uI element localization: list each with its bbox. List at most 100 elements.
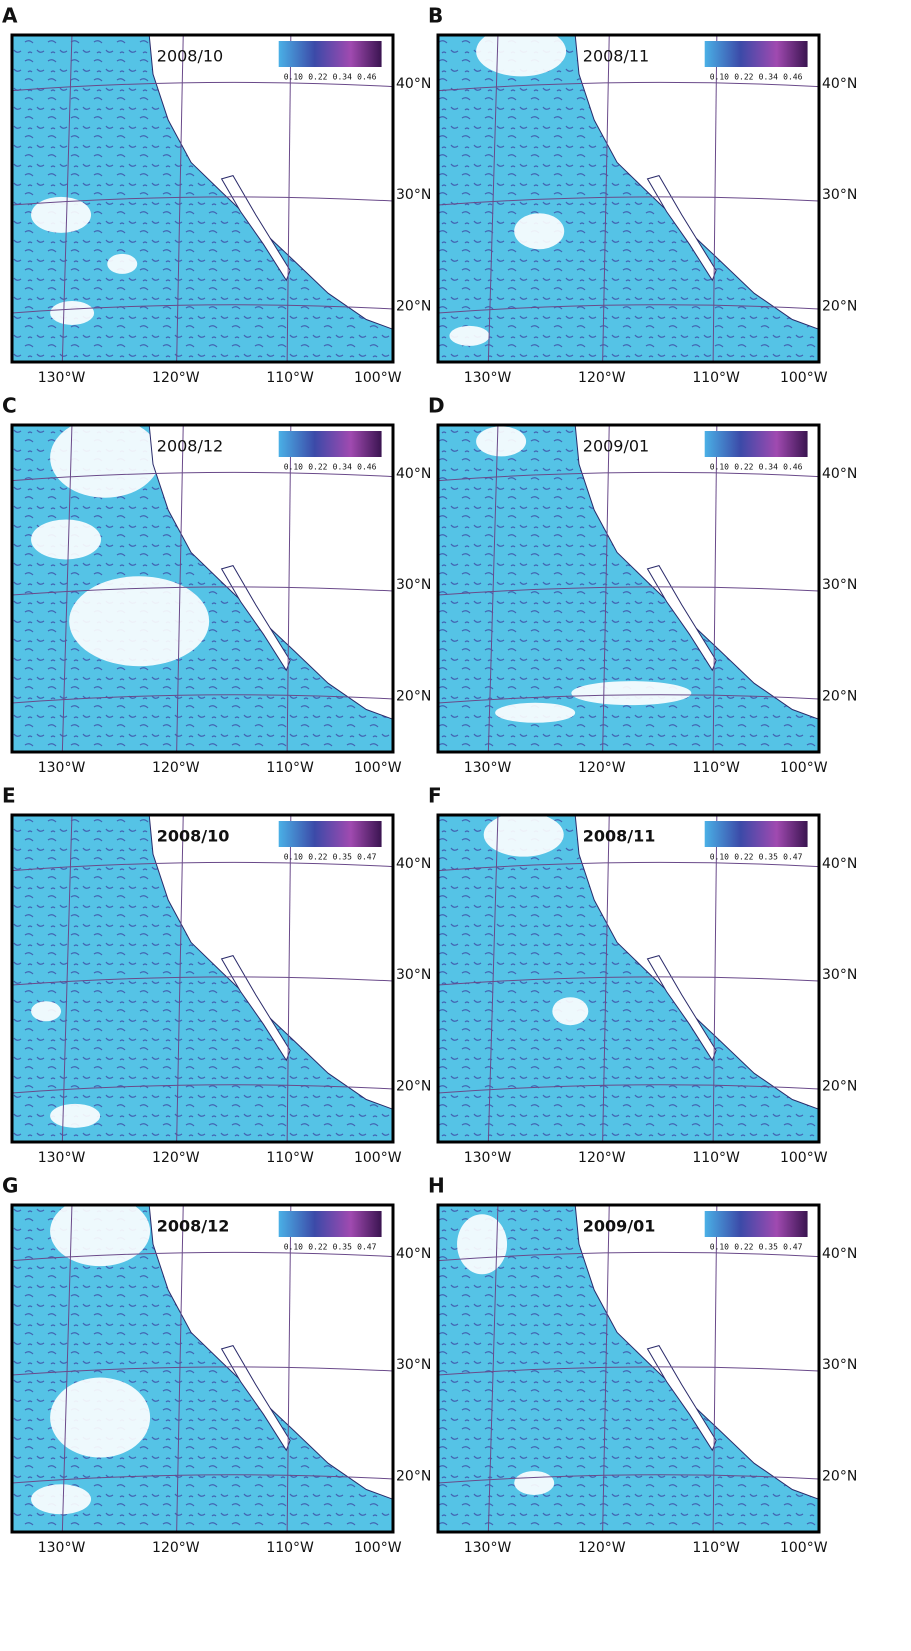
colorbar-tick: 0.34 xyxy=(759,73,778,82)
colorbar-tick: 0.22 xyxy=(734,1243,753,1252)
lat-label: 20°N xyxy=(396,1078,431,1094)
graticule-lon xyxy=(286,424,292,753)
cloud-gap xyxy=(50,1377,151,1458)
map-frame xyxy=(436,1203,821,1534)
lat-label: 20°N xyxy=(822,1078,857,1094)
lat-label: 40°N xyxy=(822,76,857,92)
colorbar-tick: 0.10 xyxy=(284,463,303,472)
lat-label: 20°N xyxy=(396,298,431,314)
colorbar xyxy=(704,1211,808,1237)
colorbar-tick: 0.46 xyxy=(783,73,802,82)
graticule-lat xyxy=(11,471,394,482)
lon-label: 110°W xyxy=(692,1540,740,1556)
map-frame xyxy=(436,423,821,754)
lon-label: 130°W xyxy=(38,370,86,386)
colorbar-tick: 0.22 xyxy=(734,463,753,472)
lat-label: 40°N xyxy=(396,1246,431,1262)
graticule-lon xyxy=(487,814,499,1143)
graticule-lon xyxy=(286,1204,292,1533)
lat-label: 30°N xyxy=(822,577,857,593)
panel-letter: F xyxy=(428,784,442,808)
graticule-lon xyxy=(602,1204,610,1533)
cloud-gap xyxy=(476,26,567,77)
map-panel: D 2009/01 0.10 0.22 0.34 0.46 40°N 30°N 20°N 130°… xyxy=(428,394,857,777)
cloud-gap xyxy=(50,1196,151,1267)
lon-label: 100°W xyxy=(354,1540,402,1556)
colorbar-tick: 0.10 xyxy=(710,73,729,82)
lon-label: 130°W xyxy=(38,1150,86,1166)
graticule-lon xyxy=(712,34,718,363)
lon-label: 110°W xyxy=(692,760,740,776)
lat-label: 30°N xyxy=(396,967,431,983)
graticule-lat xyxy=(437,1474,820,1484)
lon-label: 100°W xyxy=(780,370,828,386)
panel-date: 2008/10 xyxy=(157,827,230,846)
cloud-gap xyxy=(449,325,490,346)
lat-label: 30°N xyxy=(396,1357,431,1373)
colorbar-tick: 0.35 xyxy=(333,1243,352,1252)
graticule-lat xyxy=(437,471,820,482)
panel-letter: A xyxy=(2,4,18,28)
map-frame xyxy=(10,813,395,1144)
graticule-lon xyxy=(176,814,184,1143)
panel-date: 2008/11 xyxy=(583,47,649,66)
colorbar-tick: 0.47 xyxy=(783,1243,802,1252)
cloud-gap xyxy=(514,213,565,250)
graticule-lon xyxy=(61,424,73,753)
lon-label: 110°W xyxy=(692,370,740,386)
panel-letter: H xyxy=(428,1174,445,1198)
colorbar xyxy=(704,41,808,67)
lon-label: 120°W xyxy=(578,1540,626,1556)
map-panel: F 2008/11 0.10 0.22 0.35 0.47 40°N 30°N 20°N 130°… xyxy=(428,784,857,1167)
lon-label: 120°W xyxy=(152,1150,200,1166)
cloud-gap xyxy=(50,1103,101,1128)
panel-date: 2008/12 xyxy=(157,437,223,456)
colorbar-tick: 0.34 xyxy=(333,463,352,472)
lat-label: 40°N xyxy=(822,856,857,872)
map-frame xyxy=(10,33,395,364)
graticule-lat xyxy=(11,1084,394,1094)
cloud-gap xyxy=(571,681,692,706)
graticule-lon xyxy=(176,1204,184,1533)
colorbar-tick: 0.46 xyxy=(357,463,376,472)
colorbar xyxy=(278,431,382,457)
cloud-gap xyxy=(31,519,102,560)
colorbar-tick: 0.10 xyxy=(710,853,729,862)
colorbar xyxy=(704,431,808,457)
lon-label: 100°W xyxy=(354,760,402,776)
lon-label: 110°W xyxy=(266,760,314,776)
panel-date: 2008/10 xyxy=(157,47,223,66)
graticule-lat xyxy=(11,196,394,206)
graticule-lon xyxy=(712,814,718,1143)
lon-label: 100°W xyxy=(354,370,402,386)
colorbar-tick: 0.10 xyxy=(284,73,303,82)
graticule-lon xyxy=(286,34,292,363)
graticule-lat xyxy=(11,586,394,596)
graticule-lat xyxy=(437,81,820,92)
cloud-gap xyxy=(50,417,161,498)
panel-date: 2009/01 xyxy=(583,1217,656,1236)
graticule-lon xyxy=(61,814,73,1143)
graticule-lat xyxy=(11,861,394,872)
graticule-lon xyxy=(176,34,184,363)
lon-label: 100°W xyxy=(780,760,828,776)
cloud-gap xyxy=(31,196,92,233)
graticule-lat xyxy=(11,694,394,704)
lon-label: 120°W xyxy=(578,760,626,776)
graticule-lat xyxy=(11,81,394,92)
graticule-lon xyxy=(487,424,499,753)
graticule-lat xyxy=(437,586,820,596)
map-panel: E 2008/10 0.10 0.22 0.35 0.47 40°N 30°N 20°N 130°… xyxy=(2,784,431,1167)
graticule-lat xyxy=(11,1366,394,1376)
graticule-lon xyxy=(487,34,499,363)
lon-label: 130°W xyxy=(464,760,512,776)
graticule-lat xyxy=(437,861,820,872)
graticule-lat xyxy=(437,976,820,986)
cloud-gap xyxy=(514,1470,555,1495)
colorbar-tick: 0.46 xyxy=(357,73,376,82)
cloud-gap xyxy=(552,997,589,1026)
colorbar-tick: 0.22 xyxy=(308,73,327,82)
lat-label: 20°N xyxy=(822,1468,857,1484)
lat-label: 20°N xyxy=(396,1468,431,1484)
graticule-lon xyxy=(61,34,73,363)
